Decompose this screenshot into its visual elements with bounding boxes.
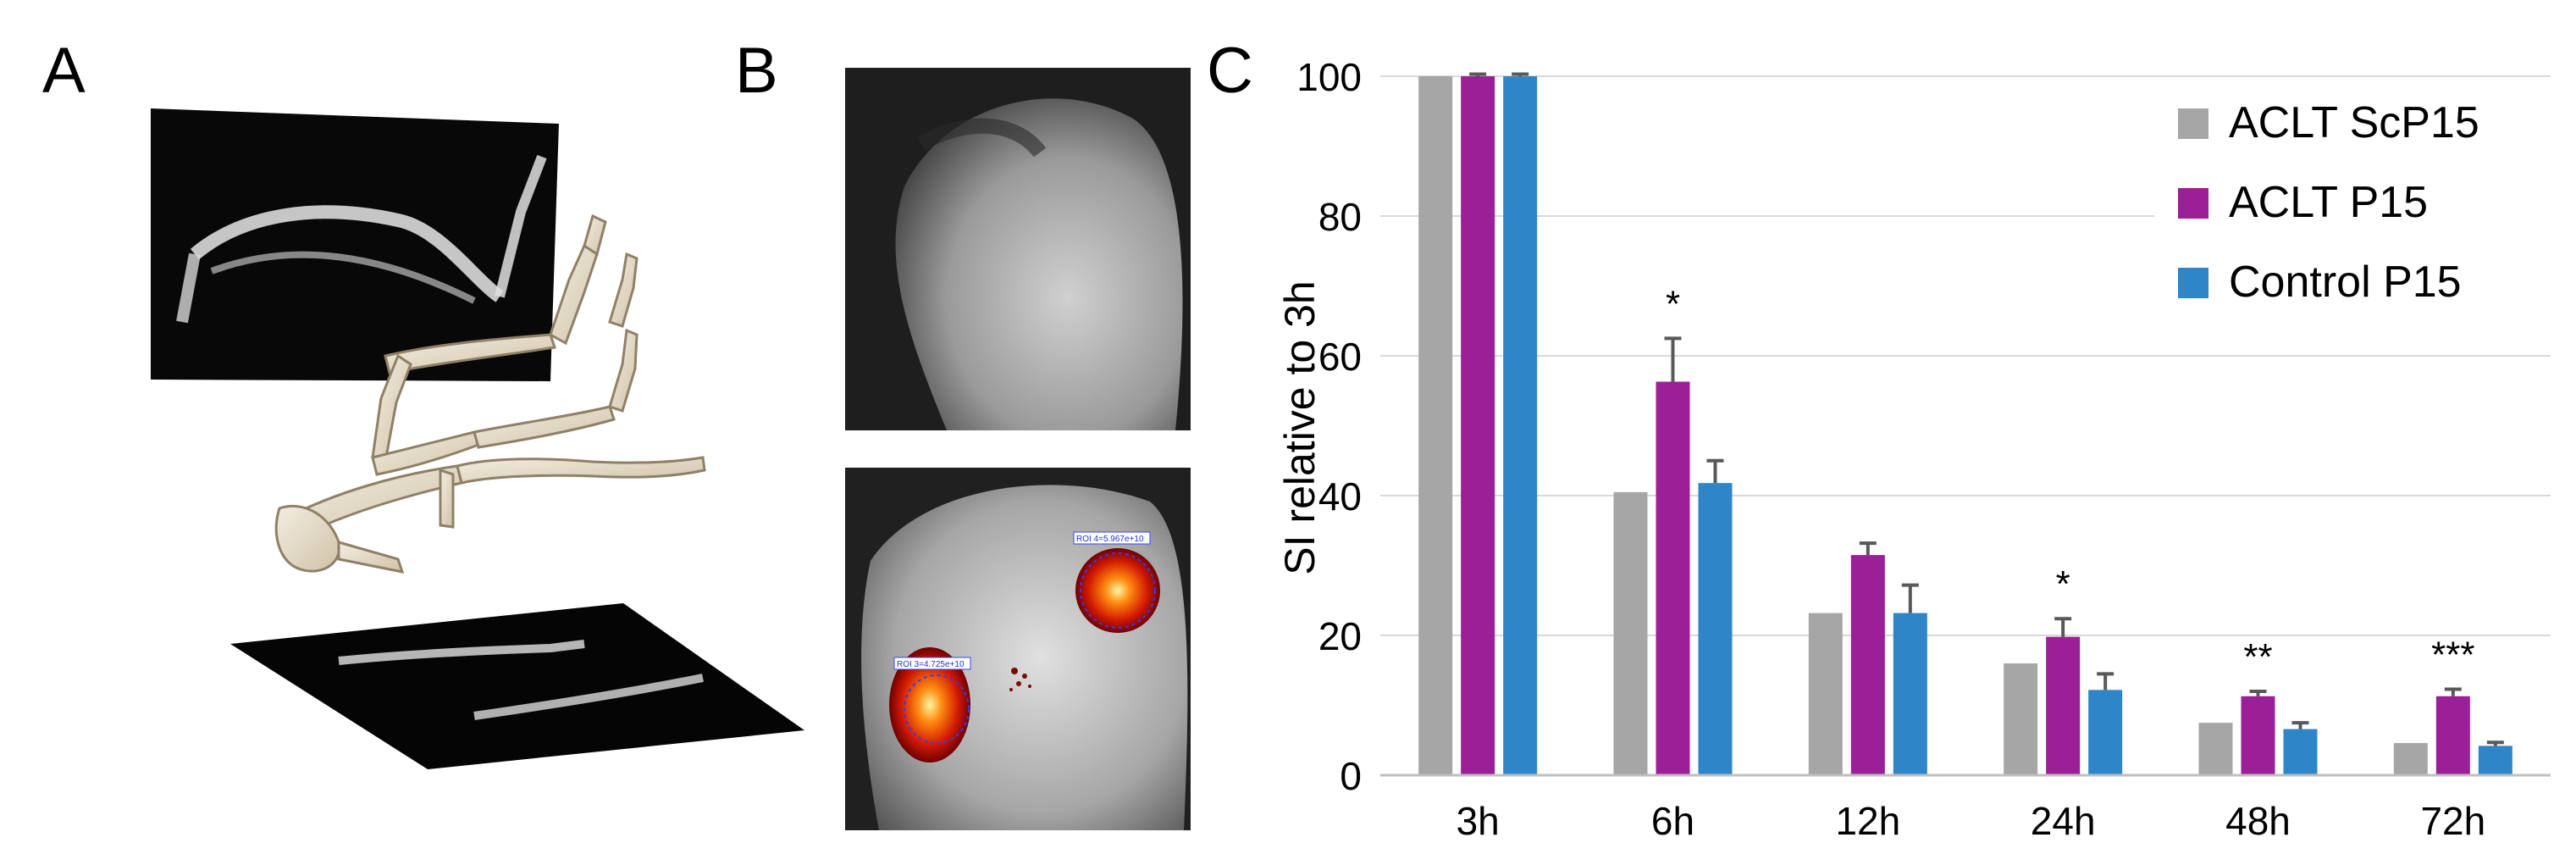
bar-control-p15-72h (2478, 746, 2512, 775)
legend-label: Control P15 (2229, 258, 2462, 307)
x-tick-label: 6h (1651, 799, 1694, 843)
significance-marker: * (1666, 283, 1680, 324)
chart-axes: 0 20 40 60 80 100 3h 6h 12h 24h 48h 72h (1296, 55, 2551, 843)
y-axis-label: SI relative to 3h (1276, 280, 1324, 574)
legend-swatch (2178, 108, 2208, 139)
y-tick-label: 40 (1318, 474, 1362, 518)
signal-hotspot-right (1075, 548, 1160, 633)
bar-aclt-p15-48h (2241, 696, 2275, 775)
panel-letter-c: C (1207, 35, 1253, 107)
panel-letter-a: A (42, 35, 86, 107)
bar-aclt-p15-12h (1850, 555, 1885, 775)
bar-aclt-scp15-3h (1418, 76, 1453, 775)
x-tick-label: 12h (1835, 799, 1900, 843)
y-tick-label: 0 (1340, 754, 1362, 798)
bar-aclt-scp15-48h (2198, 723, 2233, 775)
xray-plane-back (151, 108, 559, 381)
bar-control-p15-48h (2283, 729, 2318, 775)
roi-label-left: ROI 3=4.725e+10 (897, 660, 965, 669)
x-tick-label: 48h (2225, 799, 2291, 843)
roi-label-right: ROI 4=5.967e+10 (1076, 535, 1144, 544)
legend-box (2154, 89, 2559, 284)
panel-b-photo-bottom: ROI 4=5.967e+10 ROI 3=4.725e+10 (845, 468, 1191, 830)
bar-aclt-scp15-24h (2004, 663, 2038, 775)
animal-photo-grayscale (845, 68, 1191, 430)
bar-aclt-scp15-6h (1613, 491, 1648, 775)
x-tick-label: 3h (1457, 799, 1500, 843)
bar-control-p15-12h (1893, 613, 1927, 775)
significance-marker: *** (2431, 635, 2474, 676)
bar-control-p15-6h (1698, 483, 1733, 775)
y-tick-label: 60 (1318, 335, 1362, 379)
significance-marker: ** (2243, 636, 2272, 678)
legend-label: ACLT P15 (2229, 178, 2428, 227)
bar-aclt-p15-6h (1656, 381, 1690, 775)
panel-b-photo-top (845, 68, 1191, 430)
chart-bars: **** *** (1418, 72, 2512, 775)
chart-legend: ACLT ScP15 ACLT P15 Control P15 (2154, 89, 2559, 307)
bar-aclt-p15-3h (1461, 76, 1495, 775)
legend-label: ACLT ScP15 (2229, 98, 2479, 147)
x-tick-label: 24h (2031, 799, 2096, 843)
significance-marker: * (2056, 563, 2070, 605)
legend-swatch (2178, 188, 2208, 219)
bar-aclt-scp15-72h (2393, 743, 2428, 775)
panel-a-figure (0, 0, 813, 813)
bar-control-p15-24h (2088, 690, 2123, 775)
bar-aclt-scp15-12h (1808, 613, 1843, 775)
animal-photo-bioluminescence: ROI 4=5.967e+10 ROI 3=4.725e+10 (845, 468, 1191, 830)
y-tick-label: 100 (1296, 55, 1362, 99)
bar-control-p15-3h (1503, 76, 1538, 775)
panel-letter-b: B (735, 35, 778, 107)
xray-plane-bottom (230, 603, 804, 769)
ct-reconstruction-image (151, 108, 804, 769)
signal-hotspot-left (889, 647, 970, 762)
legend-swatch (2178, 268, 2208, 298)
bar-aclt-p15-24h (2046, 636, 2081, 775)
bar-aclt-p15-72h (2435, 696, 2470, 775)
y-tick-label: 20 (1318, 614, 1362, 658)
x-tick-label: 72h (2420, 799, 2485, 843)
y-tick-label: 80 (1318, 195, 1362, 239)
